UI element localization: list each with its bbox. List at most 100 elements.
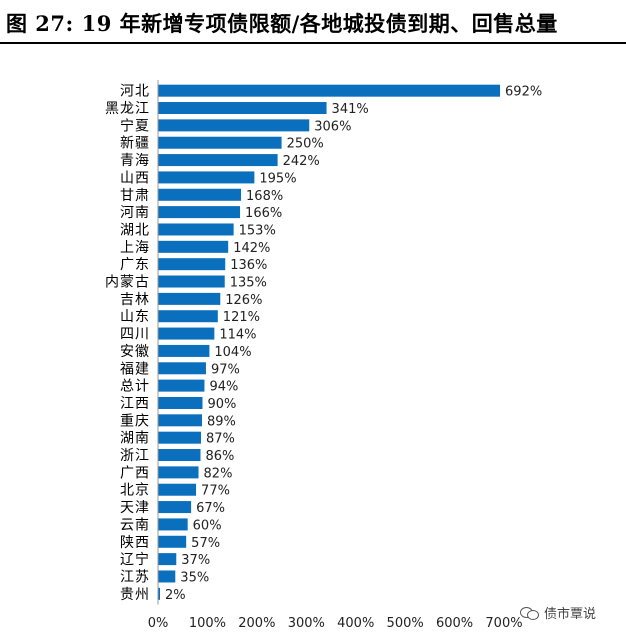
- bar: [158, 258, 226, 271]
- watermark-text: 债市覃说: [544, 607, 597, 622]
- value-label: 168%: [246, 189, 283, 204]
- chart-title: 图 27: 19 年新增专项债限额/各地城投债到期、回售总量: [6, 11, 558, 36]
- bar: [158, 396, 203, 409]
- category-label: 山西: [120, 170, 150, 186]
- category-label: 福建: [120, 361, 150, 377]
- value-label: 97%: [211, 362, 240, 377]
- x-tick-label: 700%: [485, 616, 522, 631]
- bar: [158, 362, 206, 375]
- category-label: 四川: [120, 327, 150, 343]
- category-label: 安徽: [120, 344, 150, 360]
- value-label: 142%: [233, 241, 270, 256]
- bar: [158, 206, 241, 219]
- category-label: 广东: [120, 257, 150, 273]
- bar: [158, 223, 234, 236]
- category-label: 宁夏: [120, 117, 150, 134]
- value-label: 77%: [201, 484, 230, 499]
- bar: [158, 136, 282, 149]
- category-label: 重庆: [120, 413, 150, 429]
- value-label: 2%: [165, 588, 186, 603]
- bar: [158, 466, 199, 479]
- bar: [158, 188, 242, 201]
- category-label: 陕西: [120, 535, 150, 551]
- bar: [158, 102, 327, 115]
- value-label: 126%: [225, 293, 262, 308]
- category-label: 河南: [120, 205, 150, 221]
- bar: [158, 414, 202, 427]
- bar: [158, 240, 229, 253]
- value-label: 67%: [196, 501, 225, 516]
- watermark: 债市覃说: [520, 603, 596, 622]
- value-label: 90%: [207, 397, 236, 412]
- bar: [158, 431, 202, 444]
- bar: [158, 327, 215, 340]
- category-label: 河北: [120, 84, 150, 100]
- value-label: 136%: [230, 258, 267, 273]
- category-label: 吉林: [120, 292, 150, 308]
- bar: [158, 379, 205, 392]
- x-tick-label: 500%: [387, 616, 424, 631]
- bar: [158, 587, 160, 600]
- bar: [158, 154, 278, 167]
- value-label: 121%: [223, 310, 260, 325]
- value-label: 135%: [230, 276, 267, 291]
- category-label: 山东: [120, 309, 150, 325]
- value-label: 86%: [206, 449, 235, 464]
- category-label: 广西: [120, 465, 150, 481]
- category-label: 天津: [120, 500, 150, 516]
- value-label: 153%: [239, 223, 276, 238]
- bar: [158, 483, 197, 496]
- x-tick-label: 400%: [337, 616, 374, 631]
- bar: [158, 535, 187, 548]
- value-label: 89%: [207, 414, 236, 429]
- value-label: 35%: [180, 570, 209, 585]
- value-label: 692%: [505, 85, 542, 100]
- value-label: 37%: [181, 553, 210, 568]
- x-tick-label: 600%: [436, 616, 473, 631]
- bar: [158, 570, 176, 583]
- value-label: 250%: [287, 137, 324, 152]
- category-label: 云南: [120, 517, 150, 533]
- wechat-icon: [520, 606, 540, 620]
- bar: [158, 344, 210, 357]
- category-label: 新疆: [120, 136, 150, 152]
- category-label: 甘肃: [120, 188, 150, 204]
- bar: [158, 553, 177, 566]
- bar: [158, 518, 188, 531]
- bar: [158, 449, 201, 462]
- bar: [158, 501, 192, 514]
- value-label: 104%: [214, 345, 251, 360]
- category-label: 黑龙江: [105, 101, 150, 117]
- x-tick-label: 0%: [148, 616, 169, 631]
- category-label: 北京: [120, 483, 150, 499]
- value-label: 306%: [314, 119, 351, 134]
- category-label: 贵州: [120, 587, 150, 603]
- value-label: 242%: [283, 154, 320, 169]
- value-label: 94%: [209, 380, 238, 395]
- value-label: 82%: [204, 466, 233, 481]
- value-label: 114%: [219, 328, 256, 343]
- bar: [158, 310, 218, 323]
- x-tick-label: 100%: [189, 616, 226, 631]
- category-label: 江西: [120, 396, 150, 412]
- bar: [158, 292, 221, 305]
- bar: [158, 171, 255, 184]
- value-label: 166%: [245, 206, 282, 221]
- category-label: 青海: [120, 153, 150, 169]
- value-label: 341%: [332, 102, 369, 117]
- bar: [158, 119, 310, 132]
- title-rule: [0, 42, 626, 44]
- x-tick-label: 300%: [288, 616, 325, 631]
- value-label: 60%: [193, 518, 222, 533]
- value-label: 87%: [206, 432, 235, 447]
- category-label: 江苏: [120, 569, 150, 585]
- bar: [158, 84, 501, 97]
- bar: [158, 275, 225, 288]
- value-label: 57%: [191, 536, 220, 551]
- value-label: 195%: [259, 171, 296, 186]
- x-tick-label: 200%: [238, 616, 275, 631]
- category-label: 湖北: [120, 222, 150, 238]
- category-label: 湖南: [120, 431, 150, 447]
- category-label: 上海: [120, 240, 150, 256]
